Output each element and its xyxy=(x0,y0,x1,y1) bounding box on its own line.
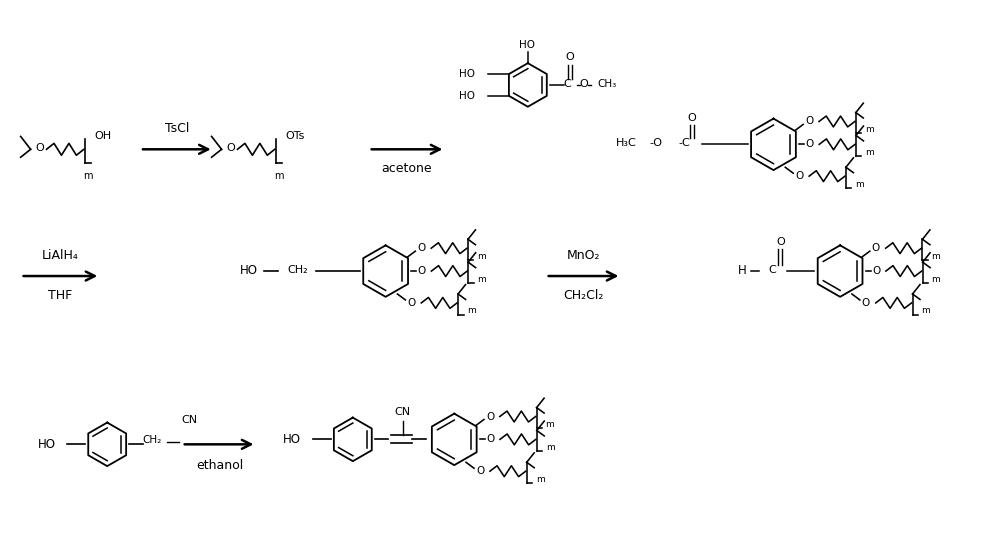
Text: m: m xyxy=(855,180,864,189)
Text: O: O xyxy=(36,143,44,153)
Text: CH₂Cl₂: CH₂Cl₂ xyxy=(563,289,604,302)
Text: m: m xyxy=(546,443,554,452)
Text: m: m xyxy=(83,171,93,181)
Text: O: O xyxy=(579,79,588,89)
Text: H₃C: H₃C xyxy=(616,138,637,148)
Text: m: m xyxy=(467,306,476,315)
Text: m: m xyxy=(931,252,940,261)
Text: LiAlH₄: LiAlH₄ xyxy=(42,249,79,262)
Text: m: m xyxy=(477,275,486,283)
Text: acetone: acetone xyxy=(381,162,432,175)
Text: O: O xyxy=(872,243,880,253)
Text: O: O xyxy=(872,266,880,276)
Text: O: O xyxy=(776,237,785,247)
Text: O: O xyxy=(417,266,426,276)
Text: O: O xyxy=(227,143,235,153)
Text: m: m xyxy=(865,125,874,134)
Text: OH: OH xyxy=(95,132,112,141)
Text: m: m xyxy=(922,306,930,315)
Text: m: m xyxy=(477,252,486,261)
Text: CH₂: CH₂ xyxy=(142,435,162,445)
Text: O: O xyxy=(476,466,484,476)
Text: CH₂: CH₂ xyxy=(288,265,308,275)
Text: m: m xyxy=(932,275,940,283)
Text: O: O xyxy=(805,117,813,127)
Text: CN: CN xyxy=(394,407,411,417)
Text: OTs: OTs xyxy=(286,132,305,141)
Text: ethanol: ethanol xyxy=(196,459,243,472)
Text: HO: HO xyxy=(459,69,475,79)
Text: C: C xyxy=(564,79,571,89)
Text: -O: -O xyxy=(650,138,663,148)
Text: m: m xyxy=(536,475,544,484)
Text: m: m xyxy=(274,171,283,181)
Text: CH₃: CH₃ xyxy=(597,79,617,89)
Text: TsCl: TsCl xyxy=(165,122,189,136)
Text: m: m xyxy=(546,420,554,429)
Text: HO: HO xyxy=(459,91,475,101)
Text: H: H xyxy=(738,263,747,277)
Text: O: O xyxy=(486,434,494,444)
Text: HO: HO xyxy=(239,263,257,277)
Text: CN: CN xyxy=(182,415,198,425)
Text: O: O xyxy=(417,243,426,253)
Text: THF: THF xyxy=(48,289,73,302)
Text: O: O xyxy=(407,298,416,308)
Text: MnO₂: MnO₂ xyxy=(567,249,600,262)
Text: O: O xyxy=(688,113,696,123)
Text: m: m xyxy=(865,148,874,157)
Text: C: C xyxy=(769,265,776,275)
Text: O: O xyxy=(486,411,494,421)
Text: -C: -C xyxy=(678,138,690,148)
Text: O: O xyxy=(565,52,574,62)
Text: HO: HO xyxy=(283,433,301,446)
Text: HO: HO xyxy=(37,438,55,451)
Text: O: O xyxy=(795,171,803,181)
Text: O: O xyxy=(862,298,870,308)
Text: HO: HO xyxy=(519,40,535,50)
Text: O: O xyxy=(805,140,814,150)
